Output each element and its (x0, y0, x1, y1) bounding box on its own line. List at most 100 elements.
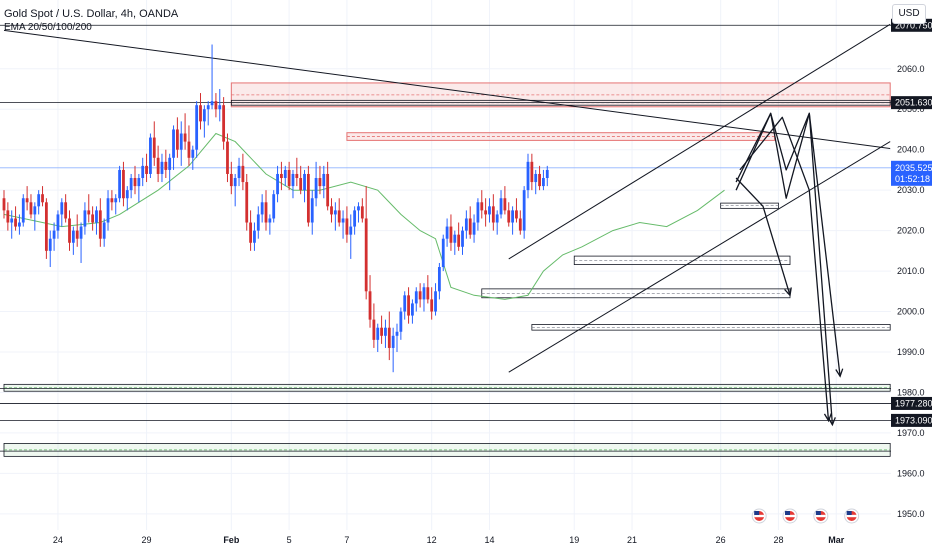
candle (545, 165, 549, 187)
candle (60, 198, 64, 227)
projection-path (739, 116, 830, 421)
candle (491, 194, 495, 231)
candle-body (430, 299, 434, 312)
price-label-1977-bg (891, 396, 932, 410)
price-axis[interactable]: 1950.0 1960.0 1970.0 1980.0 1990.0 2000.0 2010… (891, 0, 932, 530)
candle (337, 198, 341, 227)
candle (310, 190, 314, 235)
candle-body (37, 194, 41, 207)
candle-body (461, 230, 464, 247)
candle-body (449, 226, 453, 243)
candle (241, 153, 245, 191)
candle (25, 186, 29, 211)
candle-body (256, 214, 260, 231)
candle (314, 161, 318, 207)
price-tick-label: 2060.0 (897, 64, 925, 74)
candle (145, 153, 148, 183)
candle-body (79, 226, 83, 239)
candle (322, 165, 326, 199)
candle-body (376, 327, 380, 340)
candle-body (264, 202, 268, 223)
candle-body (152, 137, 156, 158)
candle (206, 101, 210, 126)
event-icon-stripe (846, 514, 857, 518)
candle (464, 210, 468, 239)
candle (495, 210, 499, 235)
candle-body (395, 331, 399, 336)
candle (503, 186, 507, 215)
candle (137, 173, 141, 203)
candle-body (318, 178, 322, 187)
candle-body (206, 105, 210, 110)
candle-body (515, 210, 518, 219)
current-price-label: 2035.525 (895, 163, 932, 173)
candle (110, 190, 114, 211)
event-icons[interactable] (751, 508, 860, 524)
candle-body (534, 173, 538, 183)
supply-zone (346, 132, 776, 141)
currency-button[interactable]: USD (892, 4, 926, 24)
candle (10, 210, 14, 239)
price-label-1977: 1977.280 (895, 398, 932, 408)
candle (372, 303, 376, 348)
candle (449, 214, 453, 251)
indicator-label[interactable]: EMA 20/50/100/200 (4, 22, 92, 33)
candle (411, 299, 414, 324)
candle-body (2, 198, 6, 211)
candle-body (511, 210, 514, 223)
candle (91, 206, 95, 231)
candle-body (522, 190, 526, 231)
us-flag-event-icon[interactable] (751, 508, 767, 524)
candle-body (102, 222, 106, 239)
candle (152, 121, 156, 166)
candle-body (276, 173, 279, 195)
arrow-head (784, 287, 792, 297)
candle (133, 165, 137, 195)
candle (480, 190, 484, 219)
bar-countdown-timer: 01:52:18 (895, 174, 930, 184)
price-tick-label: 2050.0 (897, 104, 925, 114)
horizontal-levels (0, 24, 891, 452)
candle (291, 169, 295, 199)
candle-body (503, 198, 507, 211)
candle-body (333, 210, 337, 215)
us-flag-event-icon[interactable] (813, 508, 829, 524)
event-icon-canton (846, 511, 852, 515)
candle (71, 226, 75, 255)
candle (237, 157, 241, 187)
candle-body (172, 129, 175, 158)
candle-body (437, 267, 441, 292)
time-tick-label: 28 (773, 535, 783, 545)
candle (384, 319, 387, 348)
candle (114, 194, 118, 215)
candle-body (183, 133, 187, 142)
candle (149, 133, 152, 179)
candle-body (387, 327, 391, 348)
candle-body (414, 291, 418, 304)
candle (229, 161, 233, 195)
candle (253, 222, 256, 251)
candle (264, 190, 268, 231)
candle (507, 202, 511, 227)
candle (526, 153, 530, 199)
candle-body (368, 291, 372, 320)
candle (214, 93, 218, 118)
candle-body (75, 230, 79, 239)
candle-body (25, 198, 29, 203)
candle-body (295, 173, 299, 179)
candle (468, 206, 472, 239)
candle-body (360, 206, 364, 219)
candle (418, 283, 422, 308)
candle (403, 291, 407, 320)
candle (87, 194, 91, 223)
time-tick-label: 21 (627, 535, 637, 545)
candle-body (464, 218, 468, 231)
us-flag-event-icon[interactable] (782, 508, 798, 524)
us-flag-event-icon[interactable] (844, 508, 860, 524)
price-tick-label: 1990.0 (897, 347, 925, 357)
candle-body (349, 226, 353, 235)
time-axis[interactable]: 24 29 Feb 5 7 12 14 19 21 26 28 Mar (0, 530, 932, 550)
price-tick-label: 2030.0 (897, 185, 925, 195)
arrow-head (823, 413, 833, 423)
